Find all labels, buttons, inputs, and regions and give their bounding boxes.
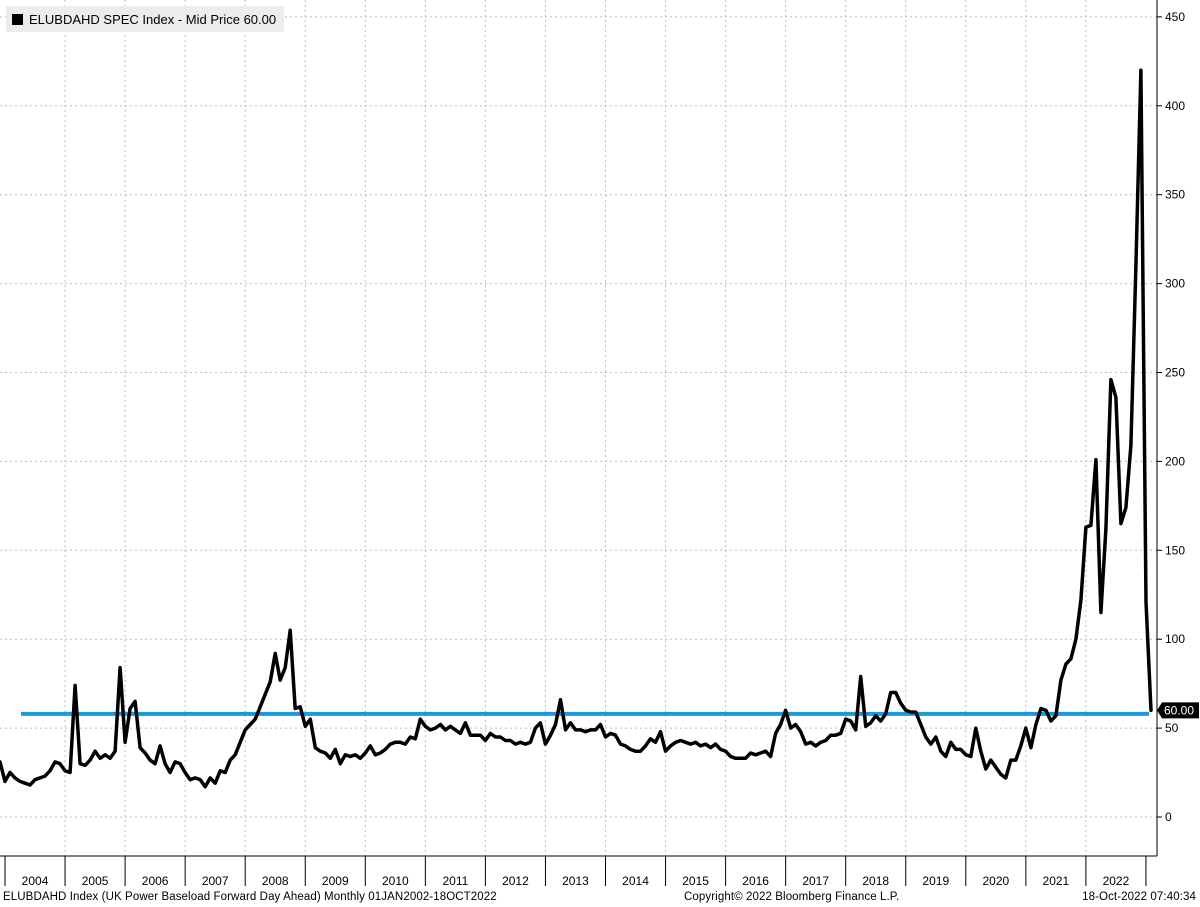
x-tick-label: 2012 (502, 874, 529, 888)
legend: ELUBDAHD SPEC Index - Mid Price 60.00 (6, 6, 285, 32)
x-tick-label: 2018 (862, 874, 889, 888)
last-price-tag-label: 60.00 (1164, 703, 1194, 717)
x-tick-label: 2004 (22, 874, 49, 888)
x-tick-label: 2007 (202, 874, 229, 888)
x-tick-label: 2022 (1103, 874, 1130, 888)
y-axis: 0 50 100 150 200 250 300 350 400 450 60.00 (1156, 0, 1199, 856)
y-tick-label: 350 (1165, 188, 1185, 202)
x-tick-label: 2008 (262, 874, 289, 888)
x-tick-label: 2013 (562, 874, 589, 888)
y-tick-label: 200 (1165, 454, 1185, 468)
footer-timestamp: 18-Oct-2022 07:40:34 (1082, 891, 1196, 903)
y-tick-label: 250 (1165, 366, 1185, 380)
x-tick-label: 2016 (742, 874, 769, 888)
footer-source: ELUBDAHD Index (UK Power Baseload Forwar… (3, 891, 497, 903)
footer: ELUBDAHD Index (UK Power Baseload Forwar… (0, 889, 1200, 907)
x-tick-label: 2009 (322, 874, 349, 888)
x-tick-label: 2019 (922, 874, 949, 888)
price-line (0, 68, 1153, 789)
last-price-tag: 60.00 (1157, 702, 1199, 719)
grid (0, 0, 1157, 856)
last-price-tag-box (1157, 702, 1199, 719)
y-tick-label: 150 (1165, 543, 1185, 557)
x-tick-label: 2015 (682, 874, 709, 888)
y-tick-label: 300 (1165, 277, 1185, 291)
plot-area (0, 68, 1153, 789)
y-tick-label: 400 (1165, 99, 1185, 113)
y-tick-label: 450 (1165, 10, 1185, 24)
x-tick-label: 2005 (82, 874, 109, 888)
x-tick-label: 2017 (802, 874, 829, 888)
legend-label: ELUBDAHD SPEC Index - Mid Price 60.00 (29, 11, 277, 27)
x-tick-label: 2006 (142, 874, 169, 888)
y-tick-label: 50 (1165, 721, 1179, 735)
x-tick-label: 2020 (982, 874, 1009, 888)
x-tick-label: 2011 (442, 874, 468, 888)
y-tick-label: 0 (1165, 810, 1172, 824)
y-tick-label: 100 (1165, 632, 1185, 646)
x-axis: 2004 2005 2006 2007 2008 2009 2010 2011 2012 2013… (0, 855, 1157, 888)
x-tick-label: 2010 (382, 874, 409, 888)
x-tick-label: 2021 (1043, 874, 1070, 888)
x-tick-label: 2014 (622, 874, 649, 888)
footer-copyright: Copyright© 2022 Bloomberg Finance L.P. (684, 891, 900, 903)
legend-swatch (12, 13, 23, 25)
